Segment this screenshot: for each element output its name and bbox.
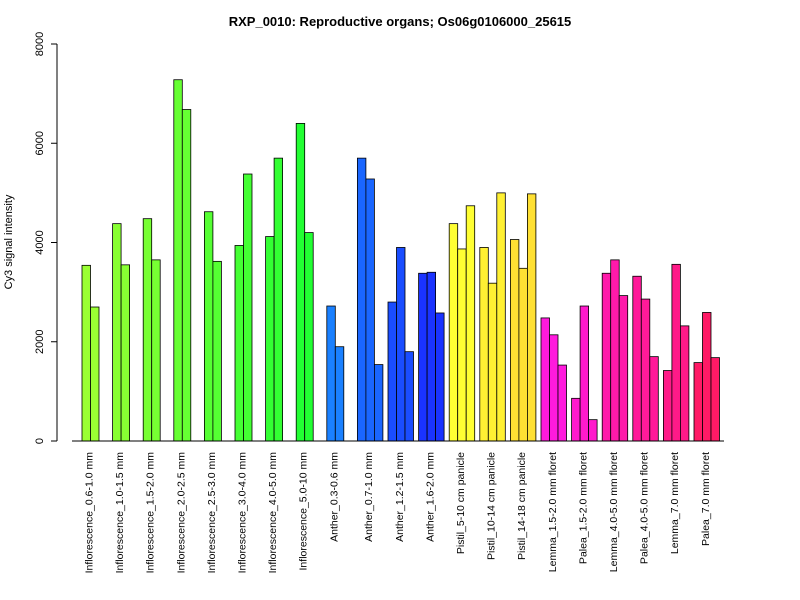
bar-11-0	[418, 272, 428, 442]
bar-16-1	[579, 305, 589, 442]
bar-3-0	[173, 79, 183, 442]
bar-13-0	[479, 247, 489, 442]
bar-7-1	[304, 232, 314, 442]
category-label-6: Inflorescence_4.0-5.0 mm	[267, 452, 279, 574]
bar-18-2	[649, 356, 659, 442]
bar-2-1	[151, 259, 161, 442]
bar-13-2	[496, 192, 506, 442]
category-label-0: Inflorescence_0.6-1.0 mm	[84, 452, 96, 574]
bar-6-1	[273, 157, 284, 442]
bar-17-0	[601, 272, 612, 442]
category-labels: Inflorescence_0.6-1.0 mm Inflorescence_1.…	[84, 452, 712, 574]
category-label-19: Lemma_7.0 mm floret	[669, 452, 681, 554]
bar-15-1	[549, 334, 559, 442]
category-label-1: Inflorescence_1.0-1.5 mm	[114, 452, 126, 574]
bar-11-2	[435, 312, 445, 442]
y-tick-label-1: 2000	[34, 330, 46, 354]
bar-20-0	[693, 362, 703, 442]
bar-2-0	[142, 218, 153, 442]
y-axis-label: Cy3 signal intensity	[3, 194, 15, 289]
category-label-5: Inflorescence_3.0-4.0 mm	[237, 452, 249, 574]
bar-20-1	[702, 312, 712, 442]
bar-5-0	[234, 245, 244, 442]
bar-14-0	[509, 239, 520, 442]
bar-19-0	[663, 370, 673, 442]
bar-13-1	[487, 282, 498, 442]
bar-20-2	[710, 357, 720, 442]
y-tick-label-4: 8000	[34, 32, 46, 56]
bar-15-0	[540, 317, 550, 442]
bar-18-1	[640, 298, 651, 442]
bar-15-2	[557, 364, 567, 442]
category-label-10: Anther_1.2-1.5 mm	[394, 452, 406, 542]
bar-11-1	[426, 271, 437, 442]
bar-9-2	[373, 364, 384, 442]
category-label-14: Pistil_14-18 cm panicle	[516, 452, 528, 560]
bar-17-1	[610, 259, 620, 442]
bar-0-0	[81, 264, 91, 442]
bar-7-0	[295, 123, 306, 442]
bar-12-0	[448, 223, 459, 442]
bar-4-1	[212, 260, 222, 442]
bar-19-2	[680, 325, 690, 442]
bar-6-0	[265, 236, 275, 442]
bar-14-2	[527, 193, 537, 442]
category-label-13: Pistil_10-14 cm panicle	[486, 452, 498, 560]
category-label-4: Inflorescence_2.5-3.0 mm	[206, 452, 218, 574]
bar-16-0	[571, 397, 581, 442]
bar-19-1	[671, 263, 681, 442]
category-label-3: Inflorescence_2.0-2.5 mm	[175, 452, 187, 574]
category-label-17: Lemma_4.0-5.0 mm floret	[608, 452, 620, 572]
category-label-20: Palea_7.0 mm floret	[700, 452, 712, 546]
bar-3-1	[181, 109, 192, 442]
bar-9-0	[356, 157, 367, 442]
bar-14-1	[518, 267, 528, 442]
bar-1-1	[120, 264, 130, 442]
bar-8-0	[326, 305, 336, 442]
bar-17-2	[618, 295, 629, 442]
y-axis: 0 2000 4000 6000 8000	[34, 32, 58, 444]
bar-8-1	[334, 346, 345, 442]
bar-18-0	[632, 275, 642, 442]
bar-10-1	[396, 247, 406, 442]
category-label-9: Anther_0.7-1.0 mm	[363, 452, 375, 542]
category-label-18: Palea_4.0-5.0 mm floret	[639, 452, 651, 564]
y-tick-label-2: 4000	[34, 230, 46, 254]
bar-5-1	[243, 173, 253, 442]
chart-title: RXP_0010: Reproductive organs; Os06g0106…	[229, 14, 572, 29]
bar-12-1	[457, 248, 467, 442]
y-tick-label-3: 6000	[34, 131, 46, 155]
category-label-2: Inflorescence_1.5-2.0 mm	[145, 452, 157, 574]
y-tick-label-0: 0	[34, 438, 46, 444]
bar-9-1	[365, 178, 375, 442]
bar-16-2	[588, 419, 598, 442]
bar-1-0	[112, 223, 122, 442]
category-label-12: Pistil_5-10 cm panicle	[455, 452, 467, 554]
category-label-8: Anther_0.3-0.6 mm	[328, 452, 340, 542]
category-label-16: Palea_1.5-2.0 mm floret	[577, 452, 589, 564]
bars	[81, 79, 720, 442]
bar-4-0	[203, 211, 214, 442]
category-label-15: Lemma_1.5-2.0 mm floret	[547, 452, 559, 572]
category-label-7: Inflorescence_5.0-10 mm	[298, 452, 310, 571]
category-label-11: Anther_1.6-2.0 mm	[424, 452, 436, 542]
bar-10-0	[387, 301, 397, 442]
bar-10-2	[404, 351, 414, 442]
bar-12-2	[465, 205, 476, 442]
bar-0-1	[90, 306, 100, 442]
